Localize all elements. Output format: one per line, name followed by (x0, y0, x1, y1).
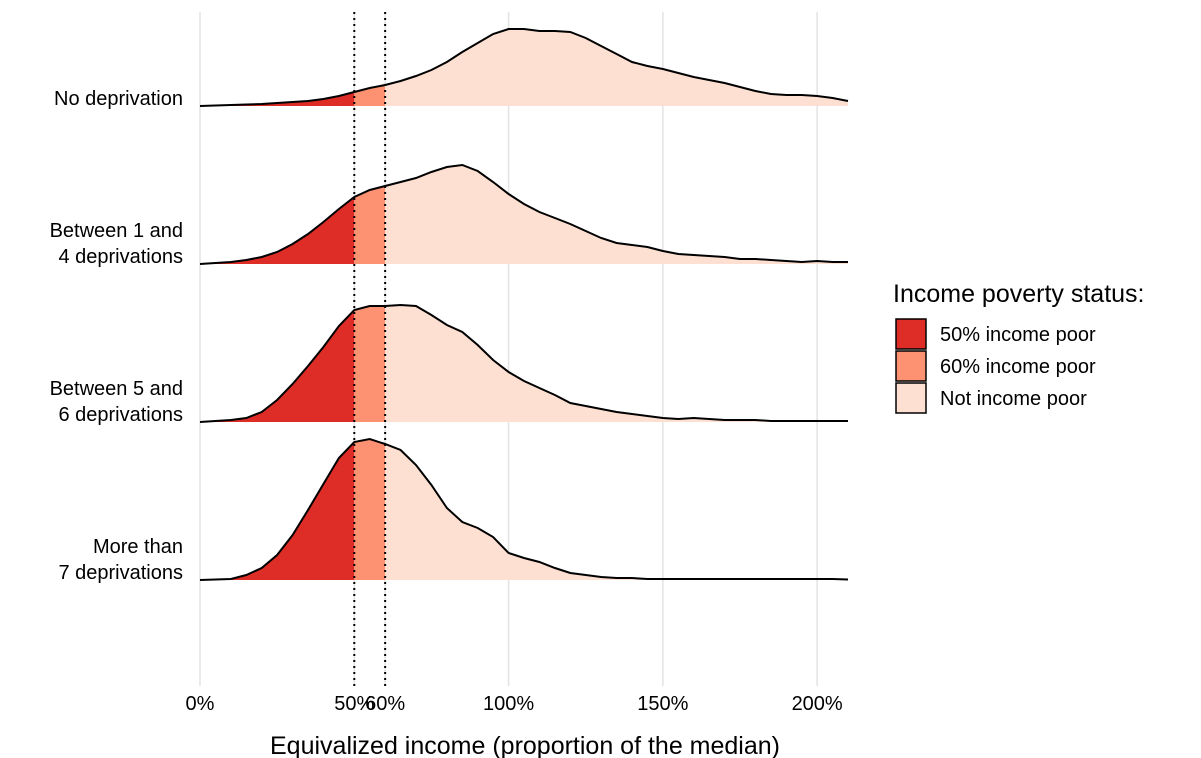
ridge-line (199, 28, 849, 107)
ridge-fill-band (200, 29, 355, 106)
ridge-line (199, 163, 848, 265)
legend-swatch (895, 382, 927, 414)
y-category-label: 7 deprivations (58, 562, 183, 584)
ridge-fill-band (200, 165, 355, 264)
x-tick-label: 50% (334, 693, 374, 715)
legend-title: Income poverty status: (893, 280, 1145, 308)
ridge-fill-band (385, 165, 848, 264)
x-axis-title: Equivalized income (proportion of the me… (270, 732, 780, 758)
x-tick-label: 200% (792, 693, 843, 715)
ridge-fill-band (200, 439, 355, 580)
ridge-fill-band (354, 439, 386, 580)
legend-label: 60% income poor (940, 356, 1096, 378)
y-category-label: 4 deprivations (58, 246, 183, 268)
y-category-label: Between 5 and (50, 378, 183, 400)
ridge-fill-band (385, 439, 848, 580)
ridge-fill-band (354, 165, 386, 264)
legend-swatch (895, 318, 927, 350)
y-category-label: 6 deprivations (58, 404, 183, 426)
x-tick-label: 60% (365, 693, 405, 715)
ridge-line (199, 303, 848, 423)
x-tick-label: 0% (186, 693, 215, 715)
y-category-label: Between 1 and (50, 220, 183, 242)
legend-label: Not income poor (940, 388, 1087, 410)
legend-label: 50% income poor (940, 324, 1096, 346)
ridge-fill-band (354, 305, 386, 422)
x-tick-label: 150% (637, 693, 688, 715)
x-tick-label: 100% (483, 693, 534, 715)
ridge-fill-band (200, 305, 355, 422)
y-category-label: No deprivation (54, 88, 183, 110)
ridge-line (199, 437, 849, 581)
y-category-label: More than (93, 536, 183, 558)
legend-swatch (895, 350, 927, 382)
